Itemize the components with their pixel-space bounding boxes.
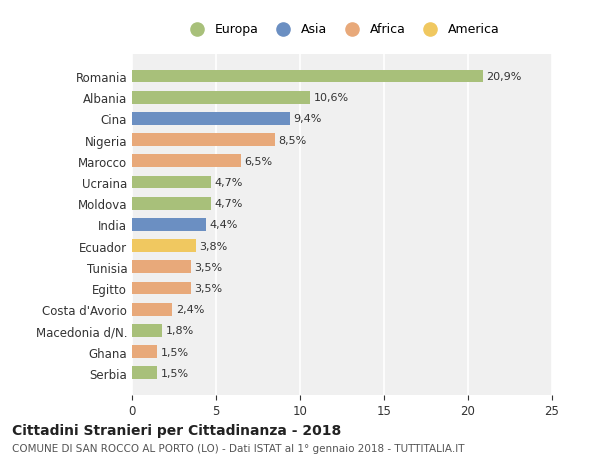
Text: 9,4%: 9,4% [293,114,322,124]
Bar [132,134,275,147]
Text: 8,5%: 8,5% [278,135,307,146]
Text: 4,7%: 4,7% [214,199,242,209]
Text: Cittadini Stranieri per Cittadinanza - 2018: Cittadini Stranieri per Cittadinanza - 2… [12,423,341,437]
Bar [132,261,191,274]
Bar [132,346,157,358]
Bar [132,325,162,337]
Bar [132,303,172,316]
Bar [132,240,196,252]
Text: 4,7%: 4,7% [214,178,242,188]
Bar [132,197,211,210]
Text: 1,5%: 1,5% [161,347,188,357]
Text: 3,5%: 3,5% [194,283,222,293]
Legend: Europa, Asia, Africa, America: Europa, Asia, Africa, America [178,17,506,43]
Text: 1,8%: 1,8% [166,326,194,336]
Text: 2,4%: 2,4% [176,304,204,314]
Bar [132,218,206,231]
Bar [132,113,290,125]
Text: 1,5%: 1,5% [161,368,188,378]
Text: 4,4%: 4,4% [209,220,238,230]
Text: 6,5%: 6,5% [245,157,272,167]
Bar [132,92,310,104]
Bar [132,71,483,83]
Text: 20,9%: 20,9% [487,72,522,82]
Bar [132,155,241,168]
Text: 10,6%: 10,6% [313,93,349,103]
Text: COMUNE DI SAN ROCCO AL PORTO (LO) - Dati ISTAT al 1° gennaio 2018 - TUTTITALIA.I: COMUNE DI SAN ROCCO AL PORTO (LO) - Dati… [12,443,464,453]
Bar [132,176,211,189]
Text: 3,8%: 3,8% [199,241,227,251]
Bar [132,367,157,379]
Text: 3,5%: 3,5% [194,262,222,272]
Bar [132,282,191,295]
